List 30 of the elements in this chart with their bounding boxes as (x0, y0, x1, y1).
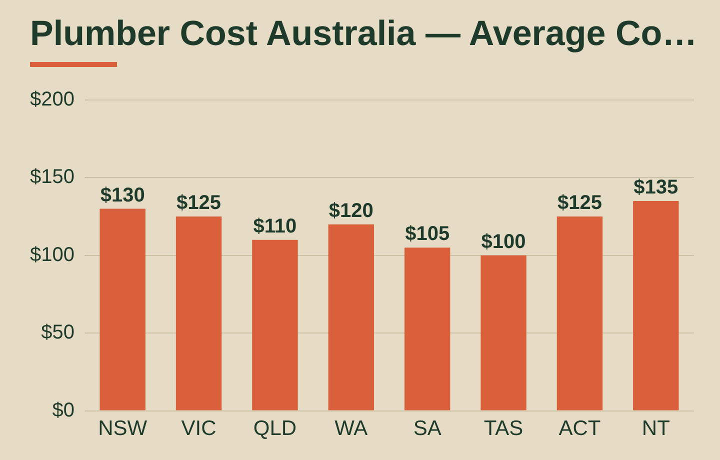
bar (480, 255, 526, 410)
y-tick-label: $200 (30, 88, 74, 111)
x-tick-label: NSW (98, 417, 148, 440)
x-tick-label: QLD (253, 417, 297, 440)
x-tick-label: NT (642, 417, 670, 440)
x-tick-label: VIC (181, 417, 216, 440)
bar (252, 240, 298, 410)
x-tick-label: TAS (484, 417, 524, 440)
data-label: $135 (634, 176, 678, 199)
chart-title: Plumber Cost Australia — Average Co… (30, 14, 698, 54)
y-tick-label: $150 (30, 166, 74, 188)
bar (633, 201, 679, 410)
bar (556, 216, 603, 410)
data-label: $125 (176, 192, 222, 214)
data-label: $105 (405, 223, 450, 246)
bar (328, 224, 374, 410)
bar (176, 216, 222, 410)
data-label: $110 (253, 215, 297, 238)
y-tick-label: $50 (41, 322, 74, 344)
data-label: $130 (100, 184, 145, 206)
bar (404, 248, 450, 410)
data-label: $120 (328, 200, 374, 222)
x-tick-label: ACT (558, 417, 601, 440)
y-tick-label: $0 (52, 399, 74, 422)
y-tick-label: $100 (30, 244, 74, 266)
data-label: $100 (481, 230, 526, 253)
x-tick-label: WA (334, 417, 368, 440)
x-tick-label: SA (413, 417, 442, 440)
bar (100, 208, 146, 410)
data-label: $125 (557, 192, 602, 214)
